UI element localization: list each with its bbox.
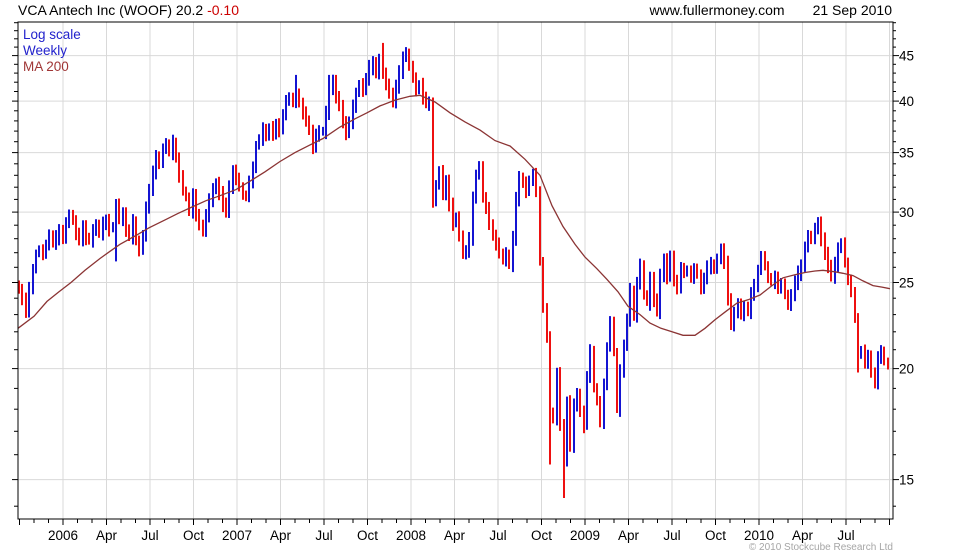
date-label: 21 Sep 2010 [812,2,892,18]
x-axis-label: 2007 [222,528,252,543]
plot-frame [17,21,894,520]
legend-log-scale: Log scale [23,27,81,42]
y-axis-label: 15 [899,472,914,487]
x-axis-label: Oct [357,528,378,543]
header-right: www.fullermoney.com 21 Sep 2010 [649,2,892,18]
x-axis-label: 2010 [744,528,774,543]
x-axis: 2006 Apr Jul Oct 2007 Apr Jul Oct 2008 Apr Jul Oct 2… [19,519,890,543]
instrument-title: VCA Antech Inc (WOOF) 20.2 [18,2,204,18]
y-axis-label: 25 [899,275,914,290]
page-title: VCA Antech Inc (WOOF) 20.2 -0.10 [18,2,239,18]
x-axis-label: Jul [141,528,158,543]
legend-ma200: MA 200 [23,59,69,74]
x-axis-label: 2008 [396,528,426,543]
x-axis-label: Oct [705,528,726,543]
x-axis-label: 2006 [48,528,78,543]
price-change: -0.10 [207,2,239,18]
x-axis-label: Oct [183,528,204,543]
x-axis-label: Oct [531,528,552,543]
y-axis-label: 45 [899,48,914,63]
ma200-line [17,94,891,336]
x-axis-label: Jul [315,528,332,543]
x-axis-label: Apr [444,528,466,543]
y-axis-label: 40 [899,94,914,109]
chart-legend: Log scale Weekly MA 200 [23,27,81,75]
y-axis-label: 20 [899,361,914,376]
x-axis-label: 2009 [570,528,600,543]
y-axis-label: 30 [899,205,914,220]
y-axis-label: 35 [899,145,914,160]
copyright-notice: © 2010 Stockcube Research Ltd [748,542,893,553]
x-axis-label: Apr [270,528,292,543]
price-bars [18,42,889,498]
x-axis-label: Apr [96,528,118,543]
x-axis-label: Jul [837,528,854,543]
x-axis-label: Apr [618,528,640,543]
grid-lines [18,22,893,519]
legend-weekly: Weekly [23,43,68,58]
x-axis-label: Apr [792,528,814,543]
site-url: www.fullermoney.com [649,2,785,18]
x-axis-label: Jul [663,528,680,543]
x-axis-label: Jul [489,528,506,543]
y-axis: 15 20 25 30 35 40 45 [12,22,914,507]
